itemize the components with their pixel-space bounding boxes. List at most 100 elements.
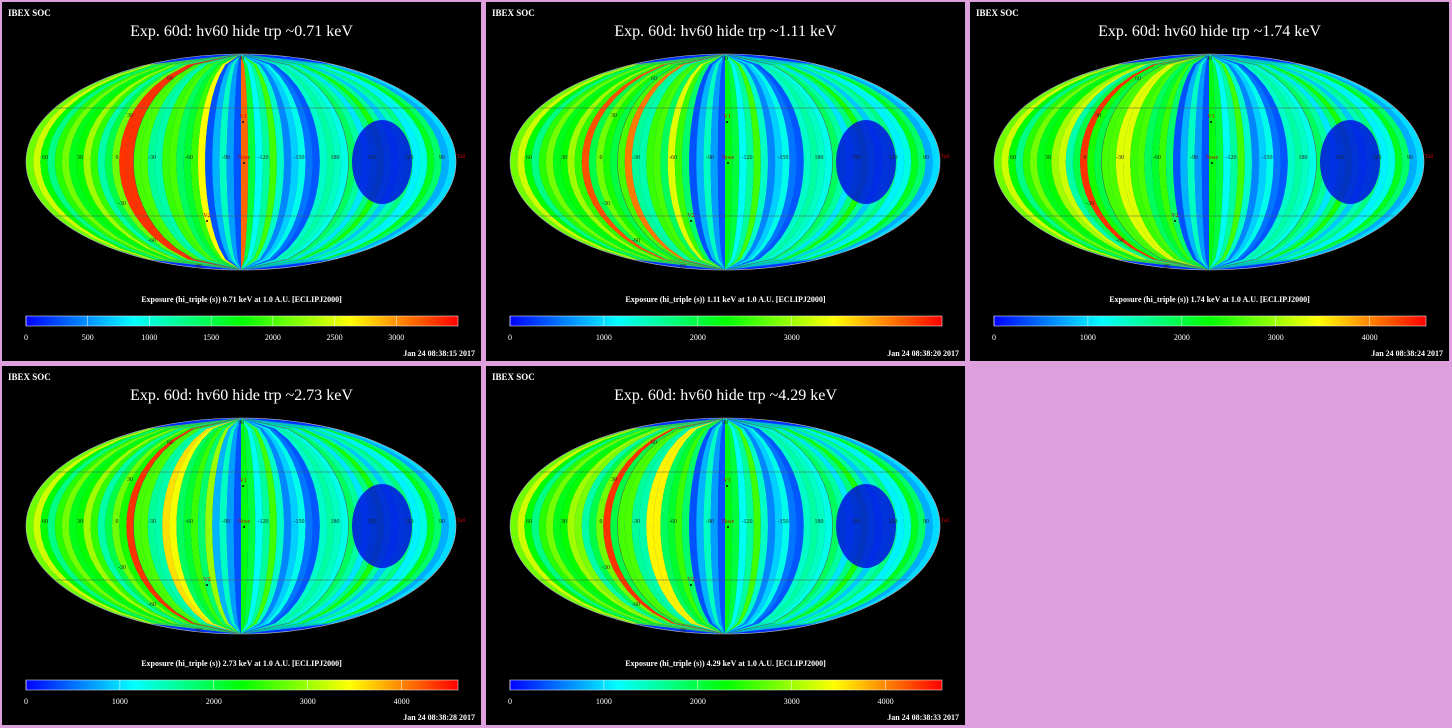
marker-nose: Nose <box>238 155 251 161</box>
latitude-label: -60 <box>632 602 640 608</box>
colorbar-tick-label: 0 <box>24 697 28 706</box>
marker-v1-dot <box>726 485 728 487</box>
longitude-label: 150 <box>368 155 377 161</box>
longitude-label: -120 <box>258 519 269 525</box>
latitude-label: 30 <box>127 477 133 483</box>
exposure-map-panel: IBEX SOC Exp. 60d: hv60 hide trp ~1.11 ke… <box>486 2 965 361</box>
colorbar-tick-label: 4000 <box>393 697 410 706</box>
pole-bottom-label: -90 <box>194 264 202 270</box>
pole-bottom-label: -90 <box>678 628 686 634</box>
map-title: Exp. 60d: hv60 hide trp ~0.71 keV <box>130 23 353 40</box>
timestamp: Jan 24 08:38:28 2017 <box>403 713 475 722</box>
mollweide-map: 60 30 0 -30 -60 -90 -120 -150 180 150 120 90 60 30 -30… <box>509 53 950 327</box>
longitude-label: -90 <box>222 155 230 161</box>
marker-v1-dot <box>242 121 244 123</box>
marker-v1: V1 <box>723 478 730 484</box>
longitude-label: -30 <box>632 155 640 161</box>
marker-tail: Tail <box>456 154 466 160</box>
colorbar-tick-label: 1000 <box>141 333 158 342</box>
longitude-label: -90 <box>1190 155 1198 161</box>
colorbar-caption: Exposure (hi_triple (s)) 4.29 keV at 1.0… <box>625 659 826 668</box>
longitude-label: 180 <box>815 519 824 525</box>
longitude-label: 30 <box>561 519 567 525</box>
marker-tail: Tail <box>456 518 466 524</box>
marker-v2: V2 <box>687 577 694 583</box>
longitude-label: -30 <box>1116 155 1124 161</box>
marker-nose: Nose <box>722 155 735 161</box>
latitude-label: -60 <box>148 602 156 608</box>
longitude-label: -60 <box>185 519 193 525</box>
longitude-label: 90 <box>439 155 445 161</box>
colorbar-caption: Exposure (hi_triple (s)) 0.71 keV at 1.0… <box>141 295 342 304</box>
colorbar-tick-label: 2000 <box>205 697 222 706</box>
longitude-label: -150 <box>778 155 789 161</box>
longitude-label: 60 <box>526 155 532 161</box>
marker-v2: V2 <box>1171 213 1178 219</box>
longitude-label: 0 <box>116 155 119 161</box>
marker-nose: Nose <box>722 519 735 525</box>
longitude-label: -120 <box>1226 155 1237 161</box>
latitude-label: 60 <box>651 76 657 82</box>
source-label: IBEX SOC <box>492 372 535 382</box>
longitude-label: 120 <box>405 519 414 525</box>
latitude-label: 30 <box>1095 113 1101 119</box>
marker-nose-dot <box>1211 162 1213 164</box>
latitude-label: -60 <box>632 238 640 244</box>
longitude-label: -90 <box>222 519 230 525</box>
longitude-label: -60 <box>185 155 193 161</box>
longitude-label: -60 <box>1153 155 1161 161</box>
map-title: Exp. 60d: hv60 hide trp ~4.29 keV <box>614 387 837 404</box>
pole-bottom-label: -90 <box>194 628 202 634</box>
longitude-label: 180 <box>815 155 824 161</box>
longitude-label: 30 <box>561 155 567 161</box>
latitude-label: 30 <box>127 113 133 119</box>
mollweide-map: 60 30 0 -30 -60 -90 -120 -150 180 150 120 90 60 30 -30… <box>509 417 950 691</box>
mollweide-map: 60 30 0 -30 -60 -90 -120 -150 180 150 120 90 60 30 -30… <box>25 417 466 691</box>
marker-tail: Tail <box>940 154 950 160</box>
colorbar-tick-label: 3000 <box>388 333 405 342</box>
longitude-label: -90 <box>706 519 714 525</box>
pole-top-label: 90 <box>722 420 728 426</box>
colorbar-tick-label: 0 <box>508 697 512 706</box>
marker-v2-dot <box>690 584 692 586</box>
marker-v2-dot <box>206 584 208 586</box>
pole-bottom-label: -90 <box>678 264 686 270</box>
colorbar-tick-label: 3000 <box>299 697 316 706</box>
marker-tail-dot <box>460 161 462 163</box>
longitude-label: 90 <box>923 155 929 161</box>
low-exposure-region <box>836 484 896 568</box>
colorbar <box>509 679 943 691</box>
mollweide-map: 60 30 0 -30 -60 -90 -120 -150 180 150 120 90 60 30 -30… <box>25 53 466 327</box>
colorbar <box>25 315 459 327</box>
marker-v1: V1 <box>239 478 246 484</box>
colorbar-tick-label: 1000 <box>595 333 612 342</box>
longitude-label: 30 <box>77 155 83 161</box>
map-title: Exp. 60d: hv60 hide trp ~1.74 keV <box>1098 23 1321 40</box>
marker-v1-dot <box>242 485 244 487</box>
marker-v1-dot <box>726 121 728 123</box>
marker-nose: Nose <box>238 519 251 525</box>
latitude-label: -60 <box>148 238 156 244</box>
mollweide-map: 60 30 0 -30 -60 -90 -120 -150 180 150 120 90 60 30 -30… <box>993 53 1434 327</box>
low-exposure-region <box>352 120 412 204</box>
longitude-label: -150 <box>294 155 305 161</box>
colorbar-caption: Exposure (hi_triple (s)) 1.11 keV at 1.0… <box>625 295 826 304</box>
marker-nose-dot <box>243 526 245 528</box>
longitude-label: 60 <box>526 519 532 525</box>
longitude-label: 0 <box>1084 155 1087 161</box>
latitude-label: 30 <box>611 477 617 483</box>
longitude-label: 120 <box>889 519 898 525</box>
colorbar-tick-label: 2000 <box>264 333 281 342</box>
colorbar-tick-label: 2000 <box>689 333 706 342</box>
exposure-map-panel: IBEX SOC Exp. 60d: hv60 hide trp ~1.74 ke… <box>970 2 1449 361</box>
latitude-label: -30 <box>602 565 610 571</box>
map-title: Exp. 60d: hv60 hide trp ~1.11 keV <box>614 23 837 40</box>
longitude-label: -150 <box>1262 155 1273 161</box>
longitude-label: 60 <box>42 519 48 525</box>
pole-top-label: 90 <box>238 420 244 426</box>
exposure-map-panel: IBEX SOC Exp. 60d: hv60 hide trp ~0.71 ke… <box>2 2 481 361</box>
longitude-label: -60 <box>669 155 677 161</box>
longitude-label: -120 <box>742 519 753 525</box>
low-exposure-region <box>836 120 896 204</box>
longitude-label: -120 <box>258 155 269 161</box>
